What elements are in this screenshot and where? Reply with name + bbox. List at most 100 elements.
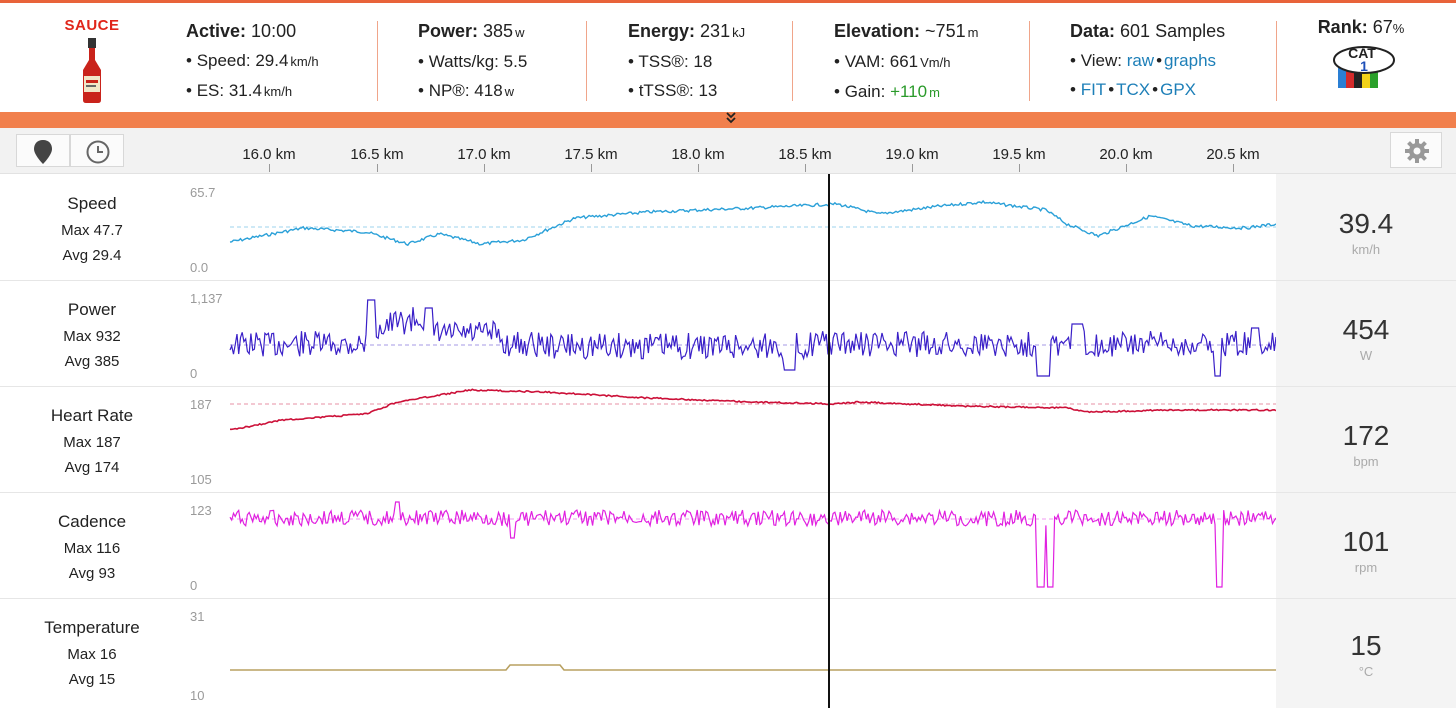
current-unit: °C (1358, 664, 1374, 679)
distance-tick-mark (1233, 164, 1234, 172)
current-unit: rpm (1354, 560, 1378, 575)
graph-toolbar (0, 128, 1456, 174)
distance-tick-mark (377, 164, 378, 172)
data-label: Data: (1070, 21, 1116, 41)
np-unit: w (504, 84, 515, 99)
elevation-value: ~751 (925, 21, 966, 41)
gain-unit: m (929, 85, 940, 100)
ttss-value: 13 (698, 81, 718, 100)
header-divider (1029, 21, 1030, 101)
header-divider (377, 21, 378, 101)
energy-value: 231 (700, 21, 731, 41)
row-avg: Avg 385 (64, 353, 120, 370)
view-raw-link[interactable]: raw (1126, 51, 1155, 70)
energy-label: Energy: (628, 21, 696, 41)
current-value-1: 454 W (1276, 280, 1456, 386)
rank-label: Rank: (1317, 17, 1368, 37)
y-max-label: 187 (190, 397, 212, 412)
row-name: Speed (67, 194, 117, 213)
y-min-label: 0.0 (190, 260, 209, 275)
map-view-button[interactable] (16, 134, 70, 167)
energy-unit: kJ (732, 25, 746, 40)
y-min-label: 0 (190, 366, 198, 381)
distance-tick-label: 20.5 km (1206, 146, 1260, 163)
summary-header: SAUCE Active: 10:00 Speed: 29.4km/h ES: … (0, 3, 1456, 113)
tss-label: TSS®: (638, 52, 689, 71)
y-max-label: 123 (190, 503, 212, 518)
distance-tick-mark (912, 164, 913, 172)
es-label: ES: (196, 81, 225, 100)
power-unit: w (515, 25, 525, 40)
gain-label: Gain: (844, 82, 886, 101)
position-cursor[interactable] (828, 174, 830, 708)
settings-button[interactable] (1390, 132, 1442, 168)
current-value: 172 (1342, 420, 1390, 451)
vam-unit: Vm/h (920, 55, 951, 70)
distance-tick-mark (591, 164, 592, 172)
stream-graphs[interactable] (184, 174, 1276, 708)
current-value: 454 (1342, 314, 1390, 345)
power-label: Power: (418, 21, 479, 41)
double-chevron-down-icon[interactable] (720, 112, 742, 128)
row-label-4: Temperature Max 16 Avg 15 (0, 598, 184, 708)
view-label: View: (1080, 51, 1122, 70)
gpx-download-link[interactable]: GPX (1160, 80, 1196, 99)
row-label-0: Speed Max 47.7 Avg 29.4 (0, 174, 184, 280)
row-avg: Avg 15 (68, 671, 116, 688)
header-divider (586, 21, 587, 101)
row-label-1: Power Max 932 Avg 385 (0, 280, 184, 386)
svg-text:1: 1 (1360, 58, 1368, 74)
distance-tick-mark (698, 164, 699, 172)
distance-tick-label: 16.0 km (242, 146, 296, 163)
es-unit: km/h (263, 84, 293, 99)
np-value: 418 (474, 81, 503, 100)
row-name: Heart Rate (50, 406, 134, 425)
row-max: Max 116 (63, 540, 121, 557)
distance-tick-mark (1126, 164, 1127, 172)
rank-unit: % (1392, 21, 1405, 36)
view-graphs-link[interactable]: graphs (1164, 51, 1217, 70)
power-line (229, 299, 1276, 377)
distance-tick-mark (805, 164, 806, 172)
current-unit: W (1359, 348, 1373, 363)
top-accent-line (0, 0, 1456, 3)
tcx-download-link[interactable]: TCX (1116, 80, 1151, 99)
row-label-3: Cadence Max 116 Avg 93 (0, 492, 184, 598)
y-max-label: 31 (190, 609, 205, 624)
data-value: 601 Samples (1120, 21, 1226, 41)
row-divider (0, 598, 1456, 599)
time-view-button[interactable] (70, 134, 124, 167)
gain-value: +110 (890, 82, 928, 101)
row-max: Max 47.7 (61, 222, 123, 239)
active-value: 10:00 (251, 21, 297, 41)
wkg-value: 5.5 (503, 52, 528, 71)
sauce-bottle-icon (83, 38, 101, 103)
tss-value: 18 (693, 52, 713, 71)
distance-tick-label: 17.5 km (564, 146, 618, 163)
row-divider (0, 492, 1456, 493)
row-max: Max 16 (67, 646, 117, 663)
current-value-2: 172 bpm (1276, 386, 1456, 492)
cat-1-badge-icon: CAT 1 (1333, 45, 1395, 88)
row-label-2: Heart Rate Max 187 Avg 174 (0, 386, 184, 492)
row-avg: Avg 93 (68, 565, 116, 582)
map-pin-icon (34, 140, 52, 164)
distance-tick-label: 17.0 km (457, 146, 511, 163)
vam-value: 661 (889, 52, 919, 71)
row-avg: Avg 29.4 (62, 247, 122, 264)
distance-tick-label: 16.5 km (350, 146, 404, 163)
power-value: 385 (483, 21, 514, 41)
fit-download-link[interactable]: FIT (1080, 80, 1107, 99)
y-min-label: 105 (190, 472, 212, 487)
data-stats: Data: 601 Samples View: raw•graphs FIT•T… (1070, 17, 1225, 104)
speed-line (229, 199, 1276, 247)
row-name: Cadence (57, 512, 127, 531)
distance-tick-mark (269, 164, 270, 172)
active-label: Active: (186, 21, 247, 41)
current-unit: km/h (1351, 242, 1381, 257)
current-value-3: 101 rpm (1276, 492, 1456, 598)
row-name: Power (67, 300, 117, 319)
